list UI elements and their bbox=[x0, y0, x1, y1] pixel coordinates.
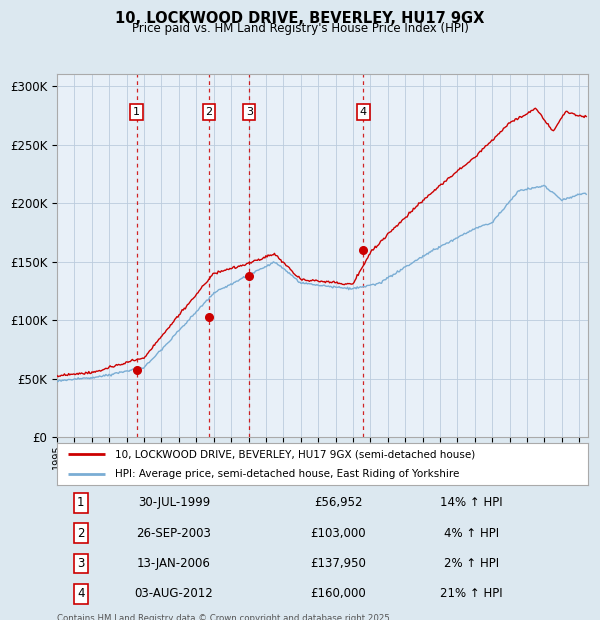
Text: Contains HM Land Registry data © Crown copyright and database right 2025.: Contains HM Land Registry data © Crown c… bbox=[57, 614, 392, 620]
Text: 2: 2 bbox=[77, 527, 85, 539]
Text: £56,952: £56,952 bbox=[314, 497, 362, 509]
Text: 4: 4 bbox=[77, 588, 85, 600]
Text: 4: 4 bbox=[359, 107, 367, 117]
Text: 10, LOCKWOOD DRIVE, BEVERLEY, HU17 9GX: 10, LOCKWOOD DRIVE, BEVERLEY, HU17 9GX bbox=[115, 11, 485, 25]
Text: 10, LOCKWOOD DRIVE, BEVERLEY, HU17 9GX (semi-detached house): 10, LOCKWOOD DRIVE, BEVERLEY, HU17 9GX (… bbox=[115, 450, 476, 459]
Text: Price paid vs. HM Land Registry's House Price Index (HPI): Price paid vs. HM Land Registry's House … bbox=[131, 22, 469, 35]
Text: 1: 1 bbox=[133, 107, 140, 117]
Text: 21% ↑ HPI: 21% ↑ HPI bbox=[440, 588, 502, 600]
Text: 26-SEP-2003: 26-SEP-2003 bbox=[136, 527, 211, 539]
Text: £137,950: £137,950 bbox=[310, 557, 367, 570]
Text: 3: 3 bbox=[77, 557, 85, 570]
Text: HPI: Average price, semi-detached house, East Riding of Yorkshire: HPI: Average price, semi-detached house,… bbox=[115, 469, 460, 479]
Text: 13-JAN-2006: 13-JAN-2006 bbox=[137, 557, 211, 570]
Text: £103,000: £103,000 bbox=[311, 527, 366, 539]
Text: 2: 2 bbox=[205, 107, 212, 117]
Text: 3: 3 bbox=[246, 107, 253, 117]
Text: 1: 1 bbox=[77, 497, 85, 509]
Text: 30-JUL-1999: 30-JUL-1999 bbox=[137, 497, 210, 509]
Text: 14% ↑ HPI: 14% ↑ HPI bbox=[440, 497, 502, 509]
Text: 2% ↑ HPI: 2% ↑ HPI bbox=[443, 557, 499, 570]
Text: £160,000: £160,000 bbox=[311, 588, 367, 600]
Text: 4% ↑ HPI: 4% ↑ HPI bbox=[443, 527, 499, 539]
Text: 03-AUG-2012: 03-AUG-2012 bbox=[134, 588, 213, 600]
